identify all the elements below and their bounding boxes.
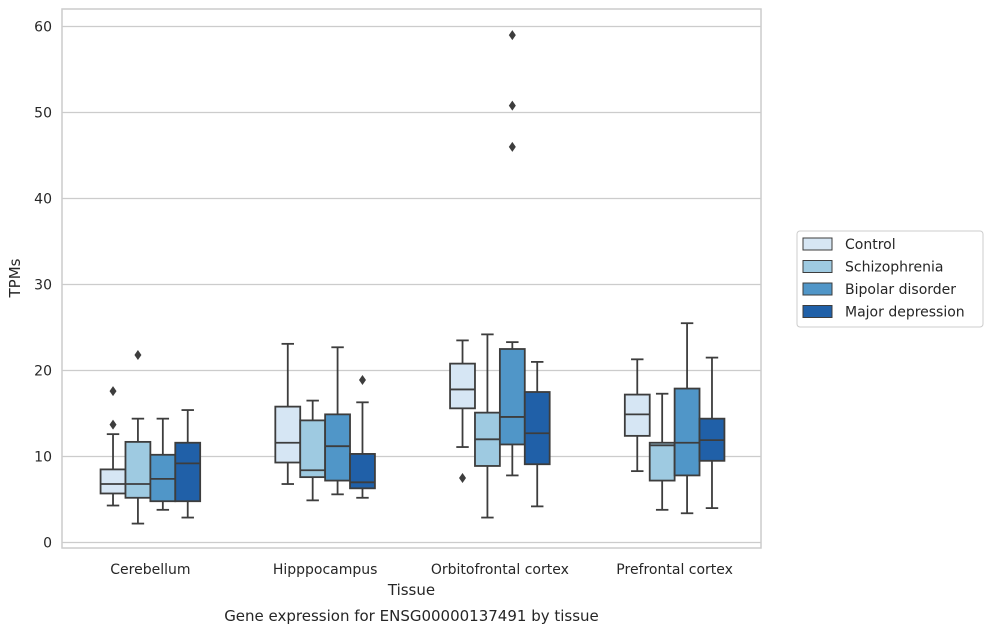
box-hipppocampus-bipolar-disorder <box>324 346 351 496</box>
box-orbitofrontal-cortex-major-depression <box>523 360 551 508</box>
box-cerebellum-major-depression <box>174 409 202 519</box>
y-tick-label-30: 30 <box>34 278 52 294</box>
box-cerebellum-bipolar-disorder <box>149 417 177 511</box>
box-iqr <box>274 405 302 464</box>
box-prefrontal-cortex-control <box>623 358 651 473</box>
y-tick-label-40: 40 <box>34 192 52 208</box>
legend-label: Control <box>845 237 896 253</box>
box-hipppocampus-major-depression <box>349 374 376 499</box>
legend-item-control: Control <box>802 237 896 253</box>
y-tick-label-20: 20 <box>34 364 52 380</box>
legend-frame <box>796 230 984 328</box>
box-iqr <box>174 441 202 503</box>
legend-item-bipolar-disorder: Bipolar disorder <box>802 282 956 298</box>
outlier-point-2 <box>508 30 516 41</box>
box-iqr <box>99 468 127 495</box>
outlier-point-0 <box>508 141 516 152</box>
outlier-point-0 <box>109 419 117 430</box>
box-prefrontal-cortex-bipolar-disorder <box>673 322 701 515</box>
y-axis-label: TPMs <box>6 258 24 298</box>
y-tick-labels: 0 10 20 30 40 50 60 <box>34 20 52 552</box>
y-tick-label-10: 10 <box>34 450 52 466</box>
outlier-point-1 <box>508 100 516 111</box>
legend-label: Major depression <box>845 305 965 321</box>
legend-item-major-depression: Major depression <box>802 305 965 321</box>
box-hipppocampus-schizophrenia <box>299 399 327 502</box>
x-tick-label-hipppocampus: Hipppocampus <box>273 562 378 578</box>
box-iqr <box>673 387 701 477</box>
outlier-point-0 <box>358 374 366 385</box>
x-tick-labels: Cerebellum Hipppocampus Orbitofrontal cort… <box>110 562 733 578</box>
box-iqr <box>124 440 152 499</box>
plot-frame <box>61 8 762 549</box>
chart-caption: Gene expression for ENSG00000137491 by t… <box>224 607 599 625</box>
outlier-point-0 <box>459 473 467 483</box>
box-orbitofrontal-cortex-control <box>449 339 476 483</box>
x-axis-label: Tissue <box>387 581 435 599</box>
legend-label: Bipolar disorder <box>845 282 956 298</box>
outlier-point-1 <box>109 386 117 397</box>
legend-label: Schizophrenia <box>845 260 943 276</box>
box-iqr <box>324 413 351 482</box>
box-orbitofrontal-cortex-bipolar-disorder <box>498 30 526 477</box>
box-prefrontal-cortex-major-depression <box>698 356 726 510</box>
legend-swatch <box>802 237 833 251</box>
x-tick-label-cerebellum: Cerebellum <box>110 562 190 578</box>
x-tick-label-orbitofrontal-cortex: Orbitofrontal cortex <box>431 562 569 578</box>
legend-item-schizophrenia: Schizophrenia <box>802 260 943 276</box>
box-orbitofrontal-cortex-schizophrenia <box>474 333 501 519</box>
box-iqr <box>299 419 327 479</box>
box-iqr <box>498 348 526 446</box>
y-tick-label-50: 50 <box>34 106 52 122</box>
box-prefrontal-cortex-schizophrenia <box>648 392 676 511</box>
box-iqr <box>523 391 551 466</box>
y-tick-label-0: 0 <box>43 536 52 552</box>
box-plot-area <box>99 30 726 525</box>
legend-swatch <box>802 282 833 296</box>
x-tick-label-prefrontal-cortex: Prefrontal cortex <box>616 562 733 578</box>
box-iqr <box>449 362 476 410</box>
outlier-point-0 <box>134 350 142 361</box>
y-tick-label-60: 60 <box>34 20 52 36</box>
box-iqr <box>648 441 676 482</box>
legend: Control Schizophrenia Bipolar disorder Majo… <box>796 230 984 328</box>
legend-swatch <box>802 260 833 273</box>
legend-swatch <box>802 305 833 318</box>
